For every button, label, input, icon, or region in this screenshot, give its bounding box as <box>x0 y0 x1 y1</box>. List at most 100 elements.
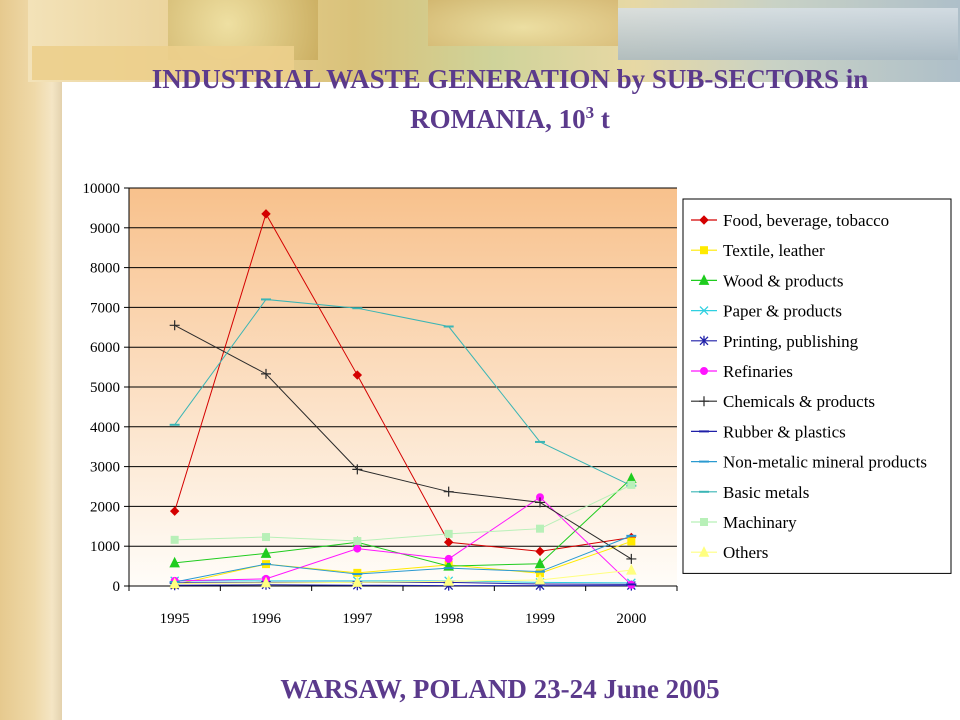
y-tick-label: 1000 <box>90 539 120 555</box>
y-tick-label: 9000 <box>90 221 120 237</box>
slide-title-superscript: 3 <box>585 103 595 122</box>
legend-label: Paper & products <box>723 302 842 321</box>
y-tick-label: 10000 <box>83 181 121 197</box>
legend-swatch-marker <box>699 306 709 316</box>
data-point <box>626 553 637 564</box>
series-line <box>174 569 632 585</box>
gridlines <box>129 187 677 547</box>
y-tick-label: 2000 <box>90 499 120 515</box>
legend-label: Refinaries <box>723 362 793 381</box>
data-point <box>260 547 272 558</box>
legend-swatch-marker <box>698 274 710 285</box>
data-point <box>353 537 362 546</box>
footer-caption: WARSAW, POLAND 23-24 June 2005 <box>280 674 720 704</box>
data-point <box>169 320 180 331</box>
y-tick-label: 3000 <box>90 460 120 476</box>
series-line <box>174 584 632 587</box>
x-tick-label: 1998 <box>434 611 464 627</box>
data-point <box>444 554 453 563</box>
data-point <box>261 368 271 379</box>
data-point <box>169 506 180 516</box>
data-point <box>262 533 270 542</box>
series-6 <box>169 320 637 564</box>
data-point <box>443 486 454 497</box>
x-tick-label: 1995 <box>160 611 190 627</box>
decorative-left-strip <box>0 0 62 720</box>
y-tick-label: 4000 <box>90 420 120 436</box>
data-point <box>353 544 362 553</box>
legend-item: Machinary <box>691 513 797 532</box>
legend-swatch-marker <box>699 396 709 407</box>
series-11 <box>169 563 637 589</box>
legend-item: Others <box>691 543 768 562</box>
legend-item: Non-metalic mineral products <box>691 453 927 472</box>
x-tick-label: 2000 <box>616 611 646 627</box>
data-point <box>260 576 272 588</box>
decorative-banner <box>28 0 960 82</box>
legend-label: Food, beverage, tobacco <box>723 211 889 230</box>
legend-item: Food, beverage, tobacco <box>691 211 889 230</box>
data-point <box>169 556 180 568</box>
x-axis-ticks: 1995 1996 1997 1998 1999 2000 <box>128 586 678 627</box>
legend-swatch-marker <box>700 246 708 255</box>
x-tick-label: 1997 <box>342 611 373 627</box>
legend-label: Chemicals & products <box>723 392 875 411</box>
legend-label: Basic metals <box>723 483 809 502</box>
series-line <box>174 324 632 560</box>
data-point <box>352 576 363 587</box>
series-line <box>174 535 632 583</box>
data-point <box>626 563 637 575</box>
legend-label: Non-metalic mineral products <box>723 453 927 472</box>
slide-title-line2-text: ROMANIA, 10 <box>410 104 586 134</box>
banner-band <box>32 46 294 80</box>
data-point <box>352 370 363 380</box>
slide-title-unit: t <box>594 104 610 134</box>
slide-title-line1: INDUSTRIAL WASTE GENERATION by SUB-SECTO… <box>151 64 869 94</box>
legend-label: Others <box>723 543 768 562</box>
legend-label: Wood & products <box>723 271 843 290</box>
data-point <box>535 497 545 508</box>
banner-flower-patch <box>428 0 618 46</box>
legend-item: Wood & products <box>691 271 843 290</box>
data-point <box>443 537 454 547</box>
y-tick-label: 8000 <box>90 261 120 277</box>
data-point <box>352 464 363 475</box>
legend-item: Paper & products <box>691 302 842 321</box>
series-group <box>169 209 637 591</box>
legend-item: Refinaries <box>691 362 793 381</box>
y-tick-label: 0 <box>113 579 121 595</box>
data-point <box>627 537 636 546</box>
series-line <box>174 484 632 542</box>
data-point <box>444 529 453 538</box>
series-line <box>174 580 632 584</box>
y-tick-label: 6000 <box>90 340 120 356</box>
data-point <box>443 575 454 586</box>
y-axis-ticks: 0 1000 2000 3000 4000 5000 6000 7000 8000 9000 100… <box>83 181 129 595</box>
slide-title: INDUSTRIAL WASTE GENERATION by SUB-SECTO… <box>70 62 950 136</box>
legend-item: Textile, leather <box>691 241 825 260</box>
x-tick-label: 1999 <box>525 611 555 627</box>
legend: Food, beverage, tobacco Textile, leather W… <box>682 198 952 574</box>
legend-item: Printing, publishing <box>691 332 859 351</box>
legend-label: Rubber & plastics <box>723 422 846 441</box>
banner-sky-patch <box>618 8 958 60</box>
x-tick-label: 1996 <box>251 611 282 627</box>
legend-swatch-marker <box>698 546 710 557</box>
legend-item: Basic metals <box>691 483 809 502</box>
data-point <box>627 480 636 489</box>
data-point <box>353 568 362 577</box>
slide-title-line2: ROMANIA, 103 t <box>70 96 950 136</box>
legend-box <box>682 198 952 574</box>
data-point <box>169 577 180 589</box>
legend-swatch-marker <box>700 367 708 375</box>
legend-swatch-marker <box>700 518 708 526</box>
legend-swatch-marker <box>699 215 709 225</box>
y-tick-label: 5000 <box>90 380 120 396</box>
series-line <box>174 298 632 487</box>
legend-label: Machinary <box>723 513 797 532</box>
data-point <box>170 535 179 544</box>
data-point <box>261 209 271 219</box>
legend-item: Chemicals & products <box>691 392 875 411</box>
series-10 <box>170 480 636 546</box>
